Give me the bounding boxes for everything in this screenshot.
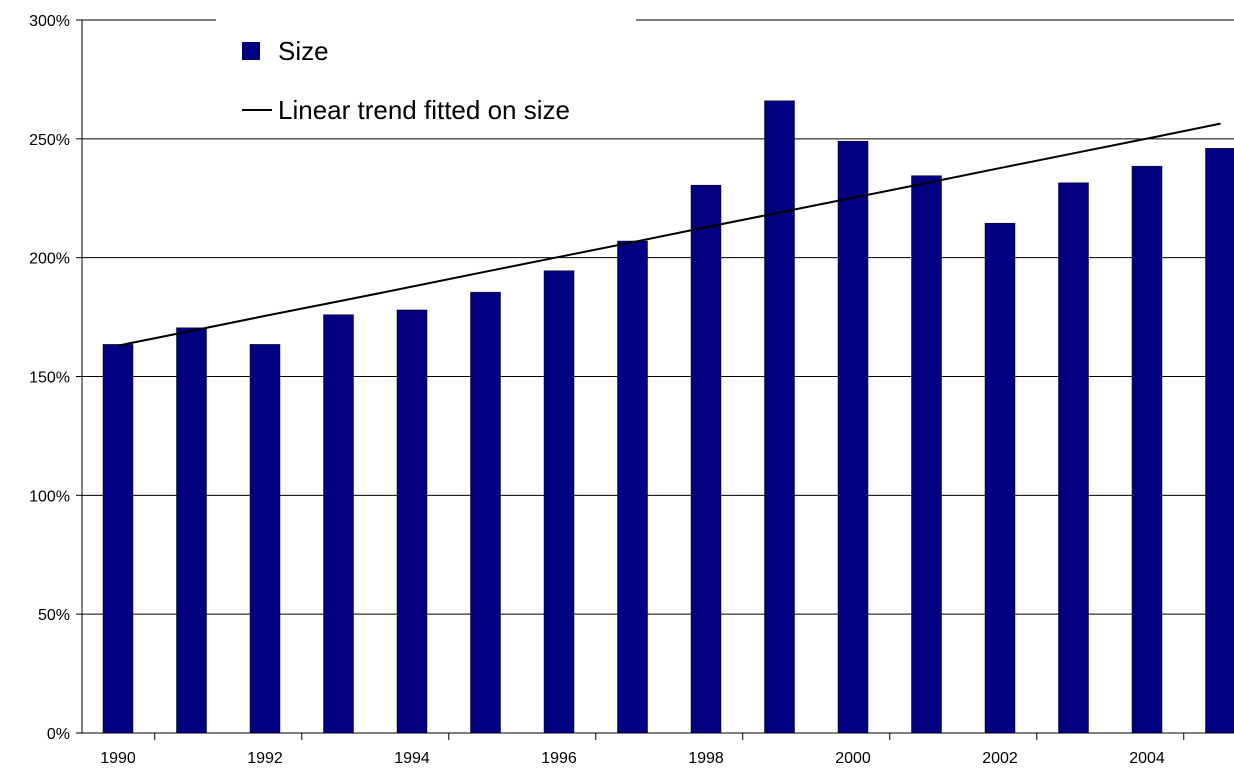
bar-2001 — [911, 175, 942, 734]
x-tick-label: 2004 — [1129, 750, 1165, 767]
x-tick-label: 1992 — [247, 750, 283, 767]
legend-swatch-size — [242, 42, 260, 60]
bar-2000 — [837, 140, 869, 734]
legend: Size Linear trend fitted on size — [216, 4, 636, 134]
trend-series — [117, 122, 1221, 347]
bar-2005 — [1205, 148, 1234, 734]
bar-1990 — [102, 344, 134, 734]
x-tick-label: 2000 — [835, 750, 871, 767]
y-tick-label: 300% — [29, 13, 70, 30]
bar-1993 — [323, 314, 354, 734]
trend-line — [117, 122, 1221, 347]
bar-series — [102, 100, 1234, 734]
x-axis-tick-labels: 1990 1992 1994 1996 1998 2000 2002 2004 — [100, 750, 1165, 767]
legend-label-size: Size — [278, 36, 329, 66]
x-tick-label: 1994 — [394, 750, 430, 767]
y-tick-label: 150% — [29, 370, 70, 387]
bar-2004 — [1131, 165, 1163, 734]
bar-1991 — [176, 327, 207, 734]
bar-1996 — [543, 270, 575, 734]
bar-1999 — [764, 100, 795, 734]
legend-background — [216, 4, 636, 134]
bar-1998 — [690, 184, 722, 734]
x-tick-label: 1990 — [100, 750, 136, 767]
bar-1997 — [617, 240, 648, 734]
y-tick-label: 250% — [29, 132, 70, 149]
legend-label-trend: Linear trend fitted on size — [278, 95, 570, 125]
bar-1995 — [470, 291, 501, 734]
bar-2002 — [984, 222, 1016, 734]
bar-2003 — [1058, 182, 1089, 734]
y-tick-label: 50% — [38, 607, 70, 624]
x-tick-label: 1996 — [541, 750, 577, 767]
bar-1992 — [249, 344, 281, 734]
x-tick-label: 2002 — [982, 750, 1018, 767]
y-tick-label: 100% — [29, 488, 70, 505]
y-axis-tick-labels: 0% 50% 100% 150% 200% 250% 300% — [29, 13, 70, 743]
bar-1994 — [396, 309, 428, 734]
y-tick-label: 200% — [29, 251, 70, 268]
x-tick-label: 1998 — [688, 750, 724, 767]
y-tick-label: 0% — [47, 726, 70, 743]
